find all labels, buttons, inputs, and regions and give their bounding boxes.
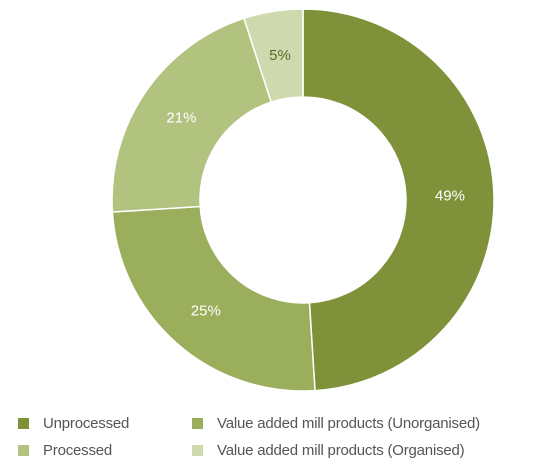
donut-chart: 49% 25% 21% 5% xyxy=(111,8,495,392)
legend-item-processed: Processed xyxy=(18,439,112,461)
legend-label-value-added-unorganised: Value added mill products (Unorganised) xyxy=(217,414,480,432)
legend: Unprocessed Value added mill products (U… xyxy=(0,412,540,471)
slice-labels-group: 49% 25% 21% 5% xyxy=(166,47,465,319)
legend-swatch-value-added-unorganised xyxy=(192,417,203,429)
slice-label-processed: 21% xyxy=(166,109,196,126)
legend-item-value-added-organised: Value added mill products (Organised) xyxy=(192,439,465,461)
legend-item-value-added-unorganised: Value added mill products (Unorganised) xyxy=(192,412,480,434)
legend-item-unprocessed: Unprocessed xyxy=(18,412,129,434)
slice-label-unprocessed: 49% xyxy=(435,187,465,204)
slice-value-added-organised xyxy=(243,8,304,103)
slice-unprocessed xyxy=(302,8,495,392)
slices-group xyxy=(111,8,495,392)
legend-swatch-unprocessed xyxy=(18,417,29,429)
slice-value-added-unorganised xyxy=(111,205,316,392)
legend-label-unprocessed: Unprocessed xyxy=(43,414,130,432)
donut-chart-svg: 49% 25% 21% 5% xyxy=(111,8,495,392)
slice-processed xyxy=(111,17,273,213)
legend-swatch-value-added-organised xyxy=(192,444,203,456)
legend-label-processed: Processed xyxy=(43,441,113,459)
legend-label-value-added-organised: Value added mill products (Organised) xyxy=(217,441,465,459)
slice-label-value-added-unorganised: 25% xyxy=(191,302,221,319)
slice-label-value-added-organised: 5% xyxy=(269,47,291,64)
legend-swatch-processed xyxy=(18,444,29,456)
